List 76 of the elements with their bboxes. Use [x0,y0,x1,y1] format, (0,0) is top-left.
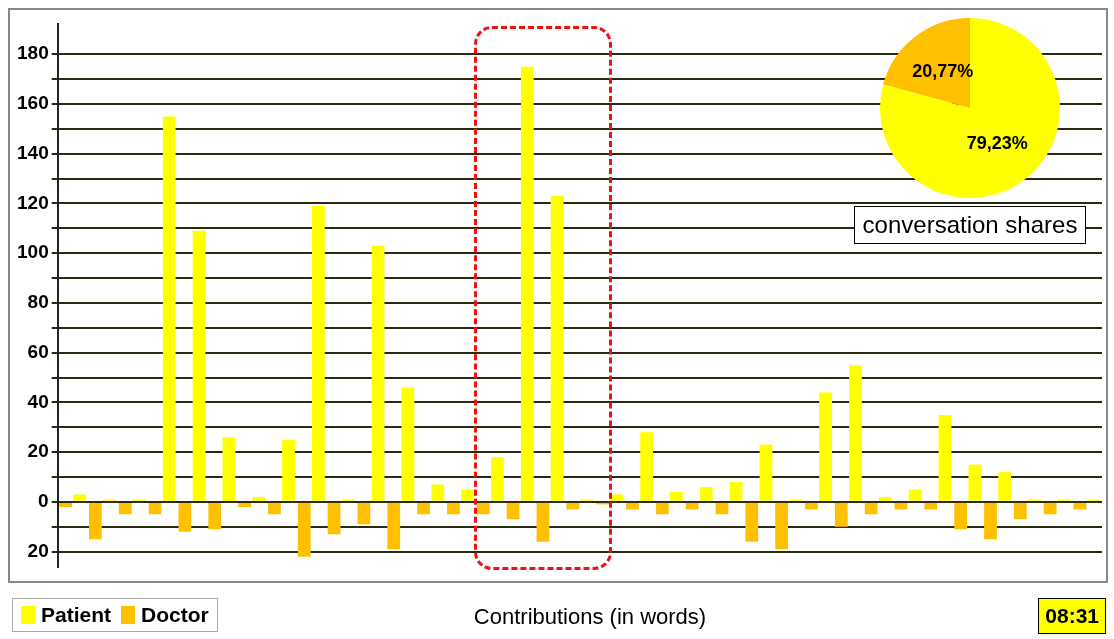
bar [178,502,192,532]
bar [476,502,490,515]
bar [192,230,206,501]
bar [222,437,236,501]
bar [59,502,72,507]
bar [1013,502,1027,520]
bar [327,502,341,535]
y-tick-label: 160 [17,92,49,114]
bar [536,502,550,542]
bar [984,502,997,540]
bar [968,464,982,501]
y-tick-label: 60 [27,340,49,362]
y-tick-label: 0 [38,490,49,512]
bar [775,502,788,550]
y-tick-label: 40 [27,390,49,412]
text: 08:31 [1038,598,1106,634]
y-tick-label: 20 [27,440,49,462]
legend-label: Patient [41,603,112,627]
bar [864,502,878,515]
bar [447,502,460,515]
bar [118,502,132,515]
bar [954,502,968,530]
y-tick-label: 180 [17,42,49,64]
bar [297,502,311,557]
bar [550,196,564,501]
bar [834,502,848,527]
bar [417,502,430,515]
x-axis-title: Contributions (in words) [472,604,708,630]
bar [849,365,862,501]
bar [162,116,176,501]
bar [506,502,520,520]
bar [745,502,759,542]
y-tick-label: 20 [27,539,49,561]
bar [238,502,251,507]
bar [88,502,102,540]
bar [670,491,683,501]
bar [268,502,281,515]
bar [431,484,445,501]
bar [73,494,87,501]
y-tick-label: 140 [17,141,49,163]
bar [461,489,474,501]
text: conversation shares [853,206,1087,244]
bar [908,489,922,501]
bar [998,472,1012,501]
data-label: 79,23% [966,132,1028,153]
bar [805,502,818,510]
bar [715,502,729,515]
bar [312,205,325,501]
bar [655,502,669,515]
bar [640,432,653,501]
data-label: 20,77% [912,61,974,82]
bar [208,502,222,530]
bar [148,502,162,515]
bar [938,414,952,501]
bar [252,496,266,501]
bar [282,439,295,501]
y-tick-label: 80 [27,291,49,313]
y-tick-label: 120 [17,191,49,213]
bar [699,487,713,501]
bar [520,66,534,501]
bar [566,502,580,510]
legend-label: Doctor [141,603,209,627]
bar [819,392,833,501]
bar [357,502,371,525]
bar [371,245,385,501]
bar [729,482,743,501]
bar [401,387,415,501]
bar [610,494,624,501]
bar [491,457,504,501]
bar [878,496,892,501]
bar [387,502,401,550]
bar [626,502,639,510]
bar [759,444,773,501]
bar [1043,502,1057,515]
bar [924,502,938,510]
y-tick-label: 100 [17,241,49,263]
